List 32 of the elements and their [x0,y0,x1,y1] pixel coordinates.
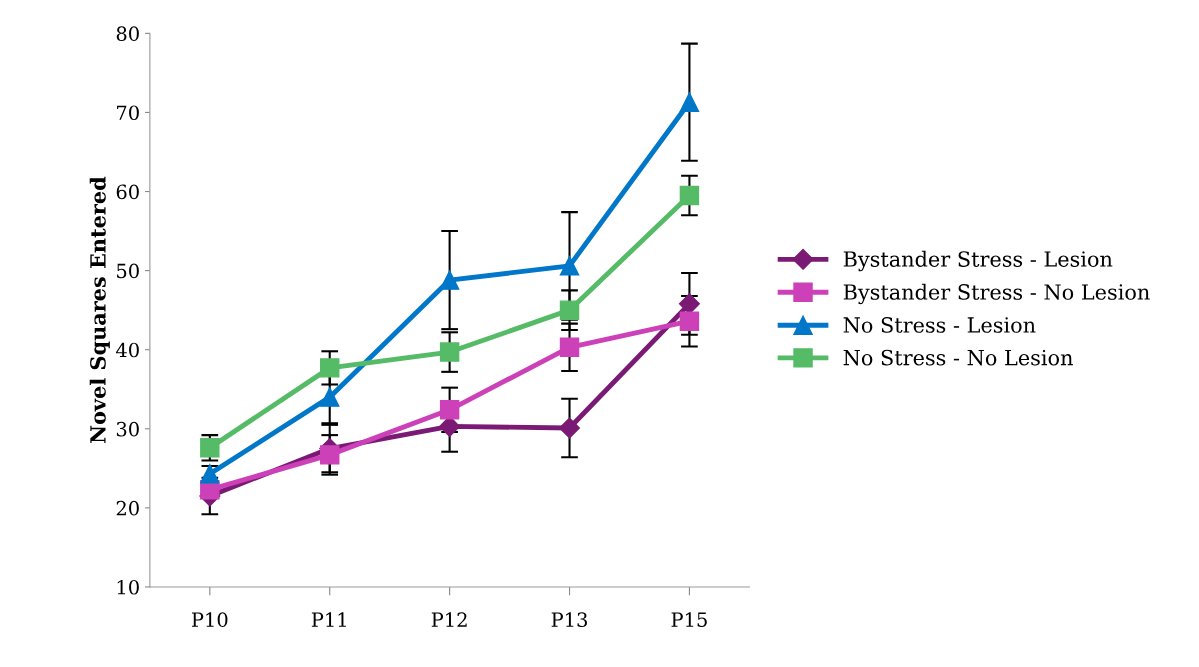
y-tick-label: 30 [116,421,139,437]
point [320,445,340,465]
y-tick-label: 50 [117,263,139,279]
point [679,311,700,331]
legend-label: No Stress - No Lesion [843,349,1073,366]
legend-label: Bystander Stress - Lesion [843,250,1113,272]
point [679,185,700,206]
x-tick-label: P13 [551,612,587,628]
x-tick-label: P11 [311,612,346,627]
legend-label: No Stress - Lesion [843,317,1036,333]
point [200,464,220,484]
legend-label: Bystander Stress - No Lesion [843,283,1150,305]
x-tick-label: P10 [191,612,228,628]
point [559,256,580,276]
x-tick-label: P12 [431,612,467,627]
y-tick-label: 40 [116,342,139,358]
point [320,358,340,378]
point [679,92,700,112]
y-axis-title: Novel Squares Entered [89,176,110,444]
point [559,417,581,439]
y-tick-label: 60 [116,184,139,200]
point [439,270,460,290]
point [439,342,460,362]
y-tick-label: 20 [116,500,139,516]
y-tick-label: 70 [117,105,139,121]
point [678,293,700,315]
x-tick-label: P15 [671,612,707,628]
point [320,387,340,407]
y-tick-label: 80 [116,26,139,42]
point [559,337,580,358]
point [439,400,460,420]
y-tick-label: 10 [117,579,139,595]
